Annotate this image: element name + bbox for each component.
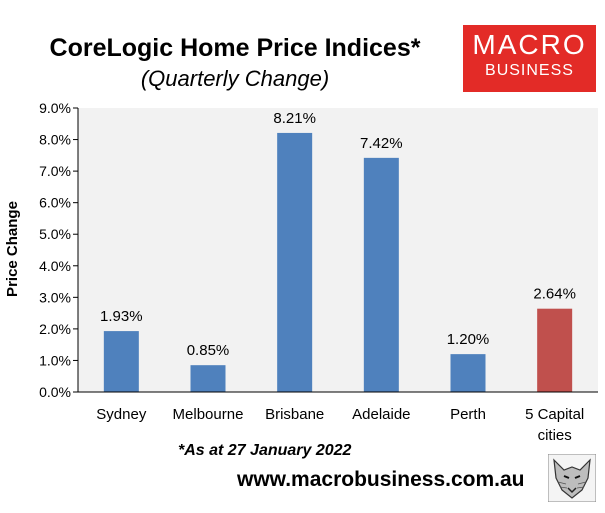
- footnote: *As at 27 January 2022: [178, 442, 352, 459]
- y-tick-label: 6.0%: [39, 195, 71, 211]
- plot-area: [78, 108, 598, 392]
- bar-series: 1.93% 0.85% 8.21% 7.42% 1.20% 2.64%: [100, 110, 576, 392]
- bar: [277, 132, 313, 392]
- data-label: 1.93%: [100, 308, 143, 325]
- x-tick-label: Perth: [450, 406, 486, 423]
- y-tick-label: 2.0%: [39, 321, 71, 337]
- x-tick-label: Melbourne: [173, 406, 244, 423]
- logo-text-macro: MACRO: [472, 29, 587, 60]
- logo-text-business: BUSINESS: [485, 62, 574, 79]
- data-label: 2.64%: [533, 286, 576, 303]
- x-tick-label: Adelaide: [352, 406, 410, 423]
- chart-title: CoreLogic Home Price Indices*: [49, 34, 421, 62]
- bar: [103, 331, 139, 392]
- y-tick-label: 4.0%: [39, 258, 71, 274]
- data-label: 8.21%: [273, 110, 316, 127]
- y-axis: 0.0% 1.0% 2.0% 3.0% 4.0% 5.0% 6.0% 7.0% 8.0% 9.0%: [39, 100, 79, 400]
- data-label: 0.85%: [187, 342, 230, 359]
- data-label: 7.42%: [360, 135, 403, 152]
- chart-subtitle: (Quarterly Change): [140, 66, 330, 91]
- y-tick-label: 3.0%: [39, 289, 71, 305]
- wolf-head-icon: [548, 454, 596, 502]
- x-tick-label: cities: [538, 427, 572, 444]
- x-tick-label: 5 Capital: [525, 406, 584, 423]
- y-axis-label: Price Change: [4, 201, 21, 297]
- y-tick-label: 9.0%: [39, 100, 71, 116]
- bar: [537, 308, 573, 392]
- macro-business-logo: MACRO BUSINESS: [463, 25, 596, 92]
- bar: [450, 354, 486, 392]
- x-axis: Sydney Melbourne Brisbane Adelaide Perth 5 Ca…: [78, 391, 598, 444]
- y-tick-label: 5.0%: [39, 226, 71, 242]
- y-tick-label: 1.0%: [39, 352, 71, 368]
- y-tick-label: 7.0%: [39, 163, 71, 179]
- x-tick-label: Sydney: [96, 406, 147, 423]
- bar: [363, 157, 399, 392]
- data-label: 1.20%: [447, 331, 490, 348]
- y-tick-label: 8.0%: [39, 132, 71, 148]
- x-tick-label: Brisbane: [265, 406, 324, 423]
- bar: [190, 365, 226, 392]
- y-tick-label: 0.0%: [39, 384, 71, 400]
- website-url: www.macrobusiness.com.au: [237, 468, 525, 491]
